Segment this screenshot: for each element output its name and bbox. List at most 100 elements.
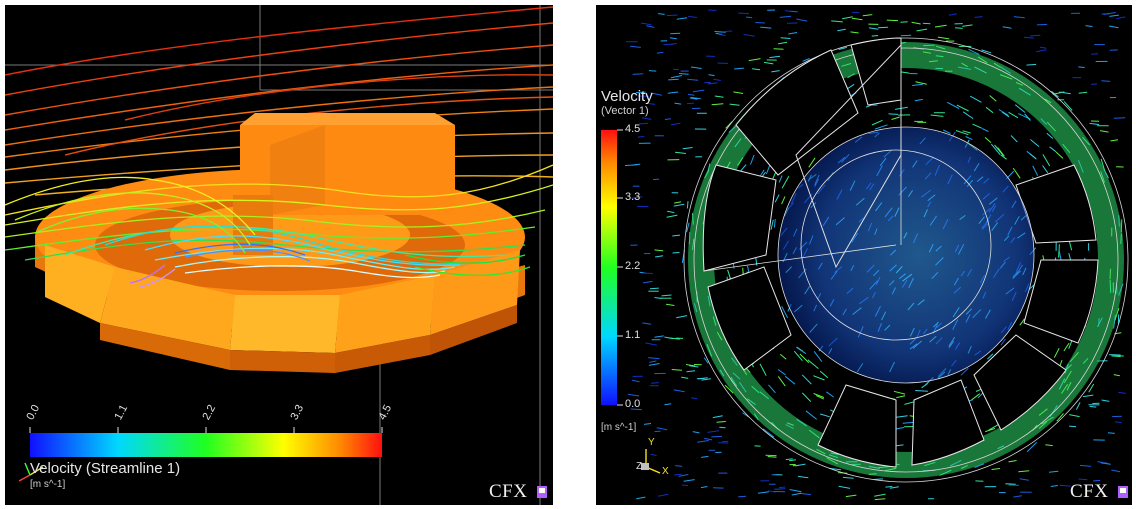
velocity-vector bbox=[682, 147, 693, 150]
velocity-vector bbox=[689, 97, 698, 100]
velocity-vector bbox=[769, 55, 781, 59]
velocity-vector bbox=[759, 363, 767, 376]
velocity-vector bbox=[778, 175, 783, 183]
velocity-vector bbox=[1008, 460, 1017, 463]
velocity-vector bbox=[1018, 470, 1030, 473]
velocity-vector bbox=[713, 78, 721, 81]
velocity-vector bbox=[969, 95, 982, 103]
velocity-vector bbox=[725, 121, 733, 129]
velocity-vector bbox=[742, 412, 749, 418]
axis-triad bbox=[641, 449, 661, 474]
velocity-vector bbox=[1036, 49, 1047, 53]
cfx-brand: CFX bbox=[1070, 481, 1109, 502]
velocity-vector bbox=[815, 395, 825, 400]
velocity-vector bbox=[632, 163, 641, 166]
velocity-vector bbox=[674, 473, 682, 476]
velocity-vector bbox=[965, 136, 973, 141]
velocity-vector bbox=[1079, 464, 1092, 467]
velocity-vector bbox=[1048, 470, 1059, 473]
velocity-vector bbox=[1101, 80, 1111, 82]
velocity-vector bbox=[912, 83, 923, 86]
velocity-vector bbox=[664, 403, 672, 406]
velocity-vector bbox=[850, 31, 859, 34]
velocity-vector bbox=[712, 415, 723, 419]
velocity-vector bbox=[773, 48, 784, 50]
velocity-vector bbox=[1032, 165, 1039, 176]
velocity-vector bbox=[692, 431, 700, 434]
surface-streamlines bbox=[5, 164, 553, 288]
velocity-vector bbox=[988, 424, 999, 431]
velocity-vector bbox=[670, 75, 683, 79]
velocity-vector bbox=[1100, 462, 1111, 465]
axis-triad bbox=[18, 462, 44, 482]
velocity-vector bbox=[968, 48, 980, 56]
velocity-vector bbox=[755, 257, 758, 266]
velocity-vector bbox=[1019, 478, 1029, 481]
velocity-vector bbox=[974, 463, 985, 468]
velocity-vector bbox=[757, 491, 769, 494]
velocity-vector bbox=[777, 376, 786, 387]
velocity-vector bbox=[793, 350, 803, 362]
velocity-vector bbox=[676, 315, 688, 319]
velocity-vector bbox=[1058, 250, 1062, 261]
axis-label-x: X bbox=[662, 466, 669, 477]
velocity-vector bbox=[985, 106, 994, 114]
velocity-vector bbox=[1039, 46, 1047, 49]
velocity-vector bbox=[795, 463, 806, 467]
velocity-vector bbox=[1063, 342, 1070, 352]
velocity-vector bbox=[1059, 484, 1071, 487]
velocity-vector bbox=[1078, 478, 1088, 481]
velocity-vector bbox=[981, 49, 992, 54]
velocity-vector bbox=[781, 176, 790, 189]
velocity-vector bbox=[681, 484, 688, 487]
colorbar-tick-marks bbox=[617, 129, 623, 406]
colorbar-vertical bbox=[601, 130, 617, 405]
velocity-vector bbox=[838, 46, 847, 50]
velocity-vector bbox=[842, 476, 854, 479]
velocity-vector bbox=[962, 111, 974, 120]
velocity-vector bbox=[642, 280, 653, 284]
velocity-vector bbox=[962, 24, 973, 27]
colorbar-tick-0: 4.5 bbox=[625, 123, 641, 135]
velocity-vector bbox=[664, 118, 671, 120]
velocity-vector bbox=[771, 70, 780, 73]
velocity-vector bbox=[687, 78, 699, 81]
velocity-vector bbox=[942, 129, 951, 134]
velocity-vector bbox=[1114, 421, 1122, 424]
velocity-vector bbox=[778, 41, 788, 45]
velocity-vector bbox=[1089, 405, 1097, 408]
velocity-vector bbox=[707, 430, 720, 433]
velocity-vector bbox=[692, 89, 705, 93]
velocity-vector bbox=[678, 474, 689, 477]
velocity-vector bbox=[648, 363, 660, 366]
velocity-vector bbox=[1100, 158, 1105, 171]
velocity-vector bbox=[900, 21, 908, 23]
velocity-vector bbox=[1010, 135, 1018, 143]
velocity-vector bbox=[671, 369, 683, 371]
velocity-vector bbox=[698, 377, 708, 380]
velocity-vector bbox=[989, 95, 997, 102]
velocity-vector bbox=[934, 24, 947, 28]
velocity-vector bbox=[762, 428, 775, 438]
cfx-logo-icon bbox=[1118, 486, 1128, 498]
velocity-vector bbox=[780, 37, 791, 39]
velocity-vector bbox=[1008, 111, 1019, 119]
velocity-vector bbox=[687, 93, 695, 96]
velocity-vector bbox=[666, 303, 675, 306]
velocity-vector bbox=[779, 353, 787, 360]
velocity-vector bbox=[896, 395, 906, 399]
velocity-vector bbox=[1118, 391, 1126, 394]
velocity-vector bbox=[738, 495, 747, 498]
velocity-vector bbox=[701, 455, 709, 458]
velocity-vector bbox=[632, 73, 644, 75]
colorbar-tick-marks bbox=[29, 427, 383, 433]
velocity-vector bbox=[686, 201, 689, 209]
velocity-vector bbox=[845, 494, 857, 498]
velocity-vector bbox=[1055, 151, 1064, 159]
velocity-vector bbox=[1109, 25, 1119, 29]
velocity-vector bbox=[1078, 66, 1085, 68]
velocity-vector bbox=[648, 357, 660, 360]
velocity-vector bbox=[813, 351, 823, 362]
colorbar-tick-3: 1.1 bbox=[625, 329, 641, 341]
velocity-vector bbox=[987, 353, 994, 360]
